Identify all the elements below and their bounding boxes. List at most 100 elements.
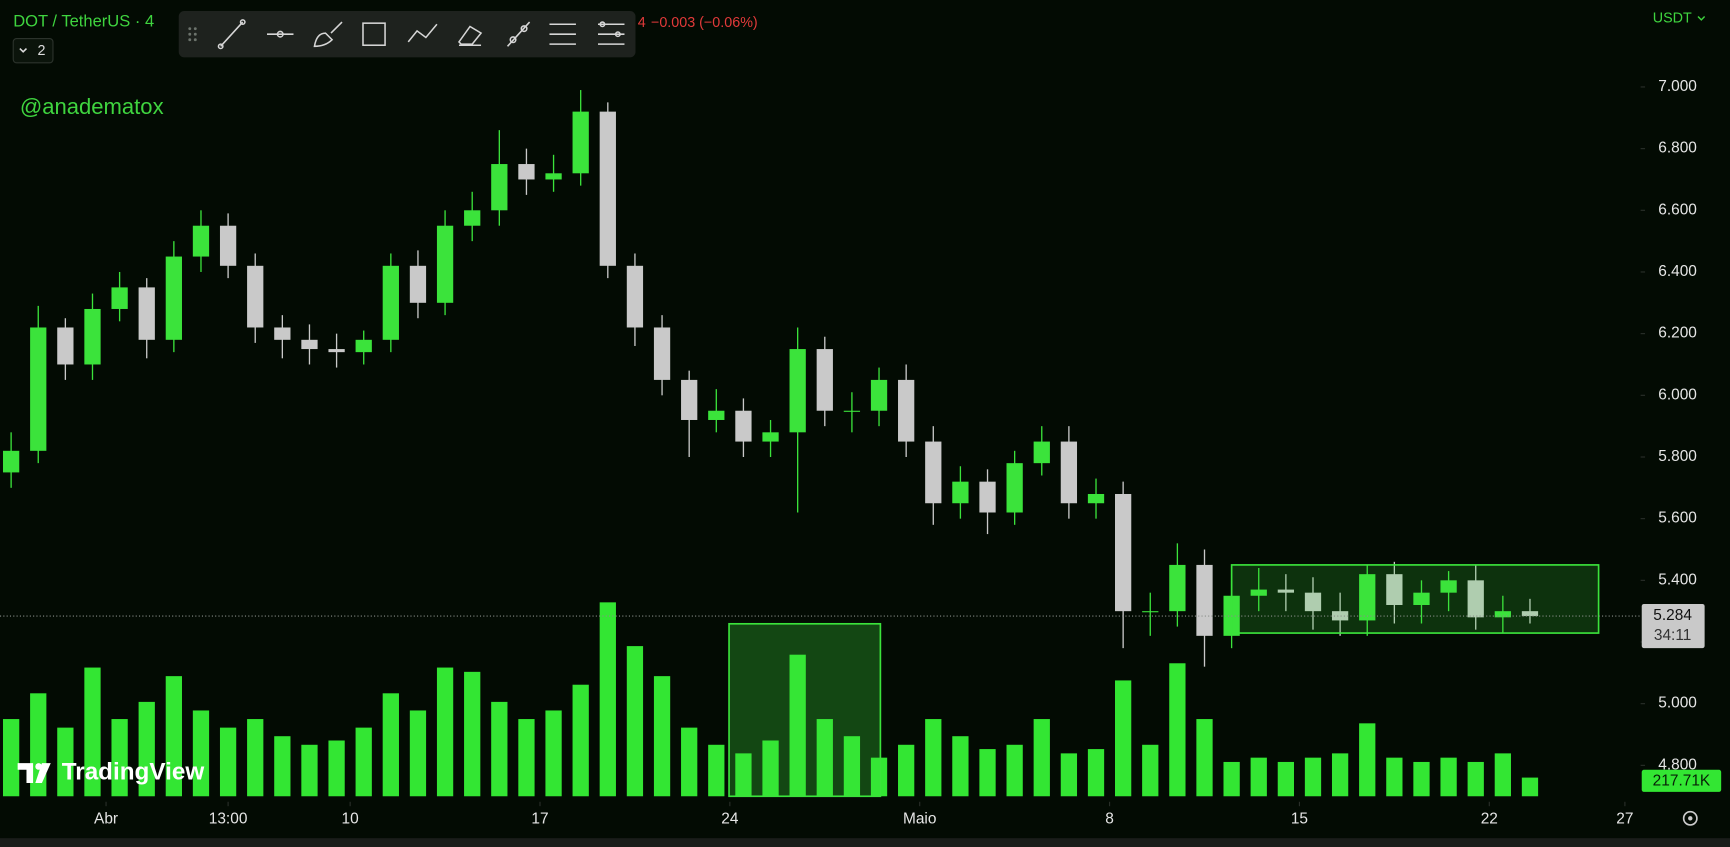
y-tick-label: 5.800 (1658, 448, 1697, 465)
volume-bar (84, 667, 101, 797)
volume-bar (925, 719, 942, 797)
last-price-box (1641, 603, 1705, 649)
volume-bar (816, 719, 833, 797)
candle-body (436, 225, 454, 303)
candle-body (1250, 589, 1267, 596)
x-tick-label: 13:00 (209, 811, 248, 828)
tool-rectangle[interactable] (362, 22, 386, 46)
candle-body (301, 339, 318, 350)
tool-path[interactable] (407, 23, 438, 43)
volume-bar (1142, 744, 1159, 797)
volume-bar (57, 727, 74, 797)
volume-bar (545, 710, 562, 797)
x-tick-label: 10 (342, 811, 359, 828)
volume-bar (843, 736, 861, 797)
candle-body (518, 164, 535, 180)
x-tick-label: 8 (1105, 811, 1114, 828)
candle-body (464, 210, 481, 226)
candle-body (1304, 592, 1322, 612)
x-tick-label: Abr (94, 811, 118, 828)
candle-body (898, 379, 915, 442)
candle-body (681, 379, 698, 420)
candle-body (626, 265, 644, 328)
candle-body (138, 287, 155, 340)
candle-body (274, 327, 291, 340)
candle-body (84, 308, 101, 365)
tool-horizontal-ray[interactable] (267, 30, 294, 38)
x-tick-label: 22 (1481, 811, 1498, 828)
volume-bar (1087, 749, 1105, 797)
volume-box (728, 622, 882, 798)
volume-bar (192, 710, 210, 797)
y-tick-label: 6.400 (1658, 263, 1697, 280)
candle-body (816, 349, 833, 411)
volume-bar (2, 719, 20, 797)
volume-bar (301, 744, 318, 797)
volume-bar (1196, 719, 1213, 797)
y-tick-label: 6.200 (1658, 325, 1697, 342)
volume-bar (436, 667, 454, 797)
countdown: 34:11 (1654, 627, 1692, 644)
candle-body (1440, 580, 1457, 593)
symbol[interactable]: DOT / TetherUS · 4 (13, 11, 154, 30)
tool-brush[interactable] (313, 21, 343, 48)
candle-body (572, 111, 589, 174)
tool-measure[interactable] (506, 21, 531, 47)
candle-body (1060, 441, 1078, 504)
currency-menu[interactable]: USDT (1653, 11, 1706, 27)
candle-body (219, 225, 237, 266)
x-tick-label: 15 (1291, 811, 1308, 828)
tool-eraser[interactable] (457, 25, 483, 46)
volume-bar (789, 654, 806, 797)
volume-bar (708, 744, 725, 797)
volume-bar (138, 701, 155, 797)
volume-bar (1440, 757, 1457, 797)
volume-bar (464, 671, 481, 797)
candle-body (111, 287, 128, 309)
volume-bar (247, 719, 264, 797)
candle-body (1277, 589, 1295, 593)
volume-bar (735, 753, 752, 797)
indicator-toggle[interactable]: 2 (12, 38, 54, 64)
candle-body (708, 410, 725, 420)
candle-body (599, 111, 616, 266)
volume-bar (111, 719, 128, 797)
volume-bar (870, 757, 888, 797)
volume-bar (1250, 757, 1267, 797)
candle-body (491, 164, 508, 211)
currency: USDT (1653, 11, 1692, 27)
volume-bar (491, 701, 508, 797)
settings-gear[interactable] (1682, 810, 1698, 826)
volume-bar (355, 727, 372, 797)
volume-bar (165, 676, 182, 797)
volume-bar (1115, 680, 1132, 797)
tool-settings[interactable] (597, 21, 625, 45)
candle-body (1359, 574, 1376, 621)
candle-body (653, 327, 671, 380)
candle-body (870, 379, 888, 411)
candle-body (1115, 493, 1132, 612)
tool-fib[interactable] (549, 23, 576, 45)
candle-body (382, 265, 399, 340)
volume-bar (1494, 753, 1511, 797)
volume-bar (382, 693, 399, 797)
candle-body (789, 349, 806, 433)
candle-body (165, 256, 182, 340)
y-tick-label: 6.000 (1658, 386, 1697, 403)
candle-body (735, 410, 752, 442)
volume-bar (653, 676, 671, 797)
tool-trendline[interactable] (217, 19, 246, 50)
y-tick-label: 5.400 (1658, 571, 1697, 588)
y-tick-label: 6.800 (1658, 140, 1697, 157)
candle-body (1087, 493, 1105, 504)
y-tick-label: 5.000 (1658, 695, 1697, 712)
y-tick-label: 5.600 (1658, 510, 1697, 527)
candle-body (192, 225, 210, 257)
candle-body (979, 481, 996, 513)
volume-bar (898, 744, 915, 797)
volume-bar (572, 684, 589, 797)
x-tick-label: Maio (903, 811, 936, 828)
